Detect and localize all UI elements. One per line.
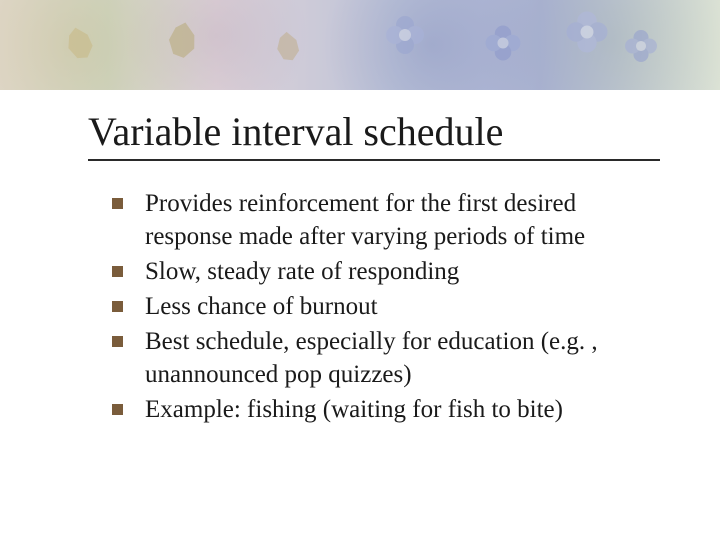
bullet-text: Slow, steady rate of responding <box>145 255 459 288</box>
leaf-icon <box>268 28 307 67</box>
bullet-text: Provides reinforcement for the first des… <box>145 187 660 253</box>
flower-icon <box>620 25 662 67</box>
bullet-text: Less chance of burnout <box>145 290 378 323</box>
bullet-square-icon <box>112 404 123 415</box>
decorative-banner <box>0 0 720 90</box>
leaf-icon <box>157 17 208 68</box>
list-item: Provides reinforcement for the first des… <box>112 187 660 253</box>
bullet-text: Example: fishing (waiting for fish to bi… <box>145 393 563 426</box>
bullet-square-icon <box>112 301 123 312</box>
list-item: Example: fishing (waiting for fish to bi… <box>112 393 660 426</box>
bullet-square-icon <box>112 266 123 277</box>
bullet-square-icon <box>112 198 123 209</box>
list-item: Best schedule, especially for education … <box>112 325 660 391</box>
flower-icon <box>560 5 614 59</box>
list-item: Less chance of burnout <box>112 290 660 323</box>
flower-icon <box>480 20 526 66</box>
slide-title: Variable interval schedule <box>88 108 660 161</box>
slide-content: Variable interval schedule Provides rein… <box>0 90 720 426</box>
flower-icon <box>380 10 430 60</box>
bullet-list: Provides reinforcement for the first des… <box>88 187 660 426</box>
bullet-text: Best schedule, especially for education … <box>145 325 660 391</box>
leaf-icon <box>56 21 105 70</box>
bullet-square-icon <box>112 336 123 347</box>
list-item: Slow, steady rate of responding <box>112 255 660 288</box>
